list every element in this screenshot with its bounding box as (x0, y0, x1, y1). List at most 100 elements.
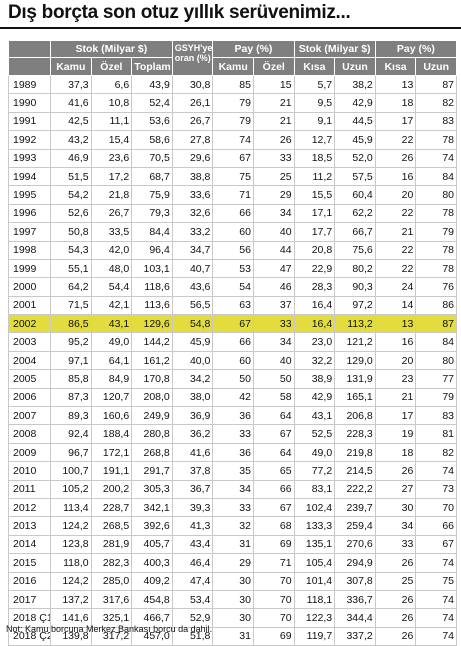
cell-pay-ozel: 67 (252, 424, 295, 444)
cell-pay-ozel: 40 (252, 222, 295, 242)
cell-year: 1990 (8, 93, 51, 113)
cell-kisa: 102,4 (293, 497, 336, 518)
cell-pay-kamu: 67 (212, 148, 254, 168)
cell-kisa: 5,7 (293, 74, 336, 95)
cell-gsyh-ratio: 56,5 (171, 295, 214, 316)
cell-uzun: 97,2 (334, 295, 376, 316)
cell-kamu: 43,2 (50, 130, 92, 150)
cell-toplam: 79,3 (131, 203, 173, 224)
cell-year: 2018 Ç1 (8, 608, 51, 628)
cell-uzun: 42,9 (334, 93, 376, 113)
cell-kamu: 141,6 (50, 608, 92, 628)
cell-pay-kisa: 18 (374, 93, 417, 113)
cell-kamu: 46,9 (50, 148, 92, 168)
cell-uzun: 75,6 (334, 240, 376, 260)
cell-toplam: 113,6 (131, 295, 173, 316)
cell-toplam: 118,6 (131, 277, 173, 297)
cell-pay-kamu: 66 (212, 203, 254, 224)
cell-kamu: 137,2 (50, 589, 92, 610)
cell-pay-uzun: 78 (415, 130, 457, 150)
cell-year: 2001 (8, 295, 51, 316)
header-kisa: Kısa (293, 57, 336, 76)
cell-pay-uzun: 74 (415, 608, 457, 628)
cell-pay-ozel: 67 (252, 497, 295, 518)
cell-pay-kisa: 22 (374, 130, 417, 150)
cell-pay-kamu: 79 (212, 93, 254, 113)
cell-pay-uzun: 86 (415, 295, 457, 316)
cell-toplam: 103,1 (131, 258, 173, 279)
cell-pay-uzun: 74 (415, 148, 457, 168)
cell-ozel: 172,1 (90, 442, 133, 463)
cell-pay-uzun: 76 (415, 277, 457, 297)
cell-kamu: 41,6 (50, 93, 92, 113)
header-pay-kamu: Kamu (212, 57, 254, 76)
cell-uzun: 228,3 (334, 424, 376, 444)
cell-kisa: 135,1 (293, 534, 336, 555)
cell-pay-kamu: 34 (212, 479, 254, 499)
cell-year: 1993 (8, 148, 51, 168)
cell-gsyh-ratio: 36,9 (171, 406, 214, 426)
cell-pay-kamu: 33 (212, 424, 254, 444)
cell-pay-kamu: 53 (212, 258, 254, 279)
cell-ozel: 42,1 (90, 295, 133, 316)
cell-gsyh-ratio: 53,4 (171, 589, 214, 610)
cell-kamu: 71,5 (50, 295, 92, 316)
cell-pay-ozel: 26 (252, 130, 295, 150)
table-row: 1997 50,8 33,5 84,4 33,2 60 40 17,7 66,7 21 79 (8, 222, 457, 242)
cell-pay-ozel: 58 (252, 387, 295, 408)
cell-year: 1995 (8, 185, 51, 205)
cell-toplam: 280,8 (131, 424, 173, 444)
cell-pay-kisa: 25 (374, 571, 417, 591)
cell-year: 2012 (8, 497, 51, 518)
cell-ozel: 285,0 (90, 571, 133, 591)
cell-pay-kisa: 19 (374, 424, 417, 444)
cell-kamu: 52,6 (50, 203, 92, 224)
cell-kisa: 77,2 (293, 461, 336, 481)
cell-pay-uzun: 79 (415, 387, 457, 408)
cell-kamu: 54,3 (50, 240, 92, 260)
cell-kamu: 55,1 (50, 258, 92, 279)
cell-year: 1998 (8, 240, 51, 260)
table-row: 1994 51,5 17,2 68,7 38,8 75 25 11,2 57,5 16 84 (8, 166, 457, 187)
cell-pay-kisa: 21 (374, 222, 417, 242)
cell-pay-ozel: 40 (252, 350, 295, 371)
cell-ozel: 120,7 (90, 387, 133, 408)
cell-pay-kisa: 26 (374, 461, 417, 481)
cell-gsyh-ratio: 29,6 (171, 148, 214, 168)
cell-kisa: 122,3 (293, 608, 336, 628)
cell-pay-ozel: 69 (252, 626, 295, 646)
cell-toplam: 291,7 (131, 461, 173, 481)
cell-pay-uzun: 78 (415, 203, 457, 224)
cell-kisa: 32,2 (293, 350, 336, 371)
table-row: 2015 118,0 282,3 400,3 46,4 29 71 105,4 294,9 26 7… (8, 553, 457, 573)
table-row: 2011 105,2 200,2 305,3 36,7 34 66 83,1 222,2 27 73 (8, 479, 457, 499)
cell-uzun: 57,5 (334, 166, 376, 187)
header-gsyh-line1: GSYH'ye (174, 43, 213, 53)
cell-ozel: 84,9 (90, 369, 133, 389)
cell-uzun: 38,2 (334, 74, 376, 95)
cell-pay-ozel: 21 (252, 111, 295, 132)
cell-toplam: 170,8 (131, 369, 173, 389)
cell-kamu: 123,8 (50, 534, 92, 555)
cell-gsyh-ratio: 34,2 (171, 369, 214, 389)
cell-year: 2016 (8, 571, 51, 591)
cell-kisa: 83,1 (293, 479, 336, 499)
cell-pay-ozel: 46 (252, 277, 295, 297)
cell-uzun: 206,8 (334, 406, 376, 426)
cell-pay-kisa: 20 (374, 185, 417, 205)
cell-pay-kisa: 22 (374, 258, 417, 279)
cell-kamu: 124,2 (50, 571, 92, 591)
cell-kamu: 89,3 (50, 406, 92, 426)
cell-year: 1996 (8, 203, 51, 224)
cell-kisa: 133,3 (293, 516, 336, 536)
cell-kamu: 124,2 (50, 516, 92, 536)
header-gsyh-line2: oran (%) (174, 53, 211, 63)
cell-pay-kisa: 27 (374, 479, 417, 499)
cell-toplam: 84,4 (131, 222, 173, 242)
cell-uzun: 62,2 (334, 203, 376, 224)
header-uzun: Uzun (334, 57, 376, 76)
cell-toplam: 392,6 (131, 516, 173, 536)
cell-pay-kamu: 60 (212, 350, 254, 371)
cell-kamu: 105,2 (50, 479, 92, 499)
cell-ozel: 6,6 (90, 74, 133, 95)
